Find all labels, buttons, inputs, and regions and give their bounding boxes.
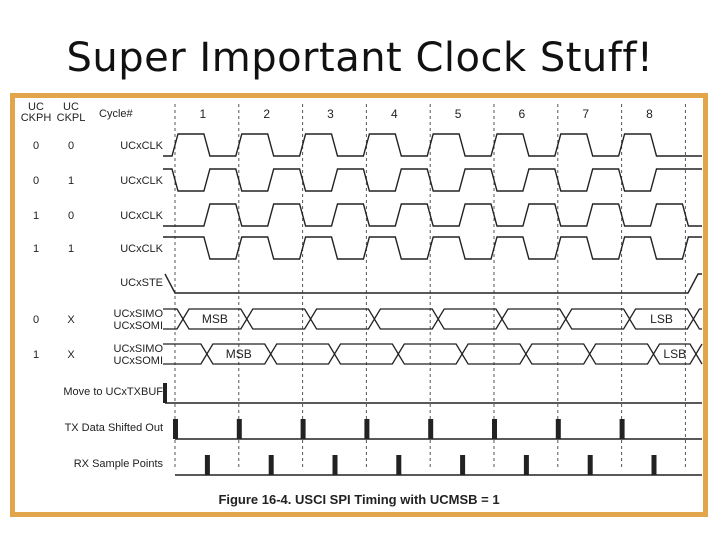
clock-row-ckpl: 0 <box>68 140 74 152</box>
data-row-ckpl: X <box>67 314 75 326</box>
cycle-number: 8 <box>646 107 653 121</box>
data-row-first-bit: MSB <box>226 347 252 361</box>
clock-row: 1 0 UCxCLK <box>33 203 702 227</box>
data-row-ckph: 1 <box>33 349 39 361</box>
cycle-number: 6 <box>519 107 526 121</box>
cycle-number: 4 <box>391 107 398 121</box>
pulse-mark <box>204 455 210 475</box>
data-row-last-bit: LSB <box>663 347 686 361</box>
clock-row-ckph: 1 <box>33 210 39 222</box>
pulse-mark <box>332 455 338 475</box>
pulse-mark <box>236 419 242 439</box>
data-row-label-simo: UCxSIMO <box>114 343 164 355</box>
clock-row-ckph: 1 <box>33 243 39 255</box>
data-row-label-somi: UCxSOMI <box>114 320 164 332</box>
pulse-mark <box>163 383 167 403</box>
clock-row-ckph: 0 <box>33 175 39 187</box>
data-row-label-somi: UCxSOMI <box>114 355 164 367</box>
cycle-number: 7 <box>582 107 589 121</box>
pulse-mark <box>587 455 593 475</box>
header-ckph-line2: CKPH <box>21 112 52 124</box>
header-ckpl-line2: CKPL <box>57 112 86 124</box>
cycle-gridlines <box>174 104 686 470</box>
data-row-ckph: 0 <box>33 314 39 326</box>
clock-row-ckpl: 1 <box>68 243 74 255</box>
pulse-mark <box>428 419 434 439</box>
pulse-mark <box>651 455 657 475</box>
clock-row-ckpl: 0 <box>68 210 74 222</box>
header-ckph-line1: UC <box>28 101 44 113</box>
pulse-mark <box>555 419 561 439</box>
data-row-last-bit: LSB <box>650 312 673 326</box>
pulse-row-label: TX Data Shifted Out <box>65 422 163 434</box>
pulse-row: RX Sample Points <box>74 455 702 476</box>
clock-row: 0 0 UCxCLK <box>33 133 702 157</box>
clock-row-label: UCxCLK <box>120 175 163 187</box>
data-row-ckpl: X <box>67 349 75 361</box>
figure-caption: Figure 16-4. USCI SPI Timing with UCMSB … <box>218 492 499 507</box>
pulse-mark <box>300 419 306 439</box>
ste-label: UCxSTE <box>120 277 163 289</box>
clock-waveform <box>163 203 702 227</box>
clock-row: 0 1 UCxCLK <box>33 168 702 192</box>
data-row-label-simo: UCxSIMO <box>114 308 164 320</box>
signal-rows: 0 0 UCxCLK 0 1 UCxCLK 1 0 UCxCLK 1 1 UCxCLK UCxSTE 0 X… <box>33 133 703 476</box>
pulse-mark <box>619 419 625 439</box>
cycle-number: 2 <box>263 107 270 121</box>
timing-diagram: UC CKPH UC CKPL Cycle# 1 2 3 4 5 6 7 8 0 0 UCxCLK… <box>21 101 703 507</box>
data-waveform-bottom <box>163 352 703 365</box>
slide-title: Super Important Clock Stuff! <box>66 35 654 81</box>
clock-row-label: UCxCLK <box>120 210 163 222</box>
header-cycle-label: Cycle# <box>99 108 134 120</box>
header-ckpl-line1: UC <box>63 101 79 113</box>
clock-row-ckpl: 1 <box>68 175 74 187</box>
pulse-mark <box>268 455 274 475</box>
pulse-row-label: Move to UCxTXBUF <box>63 386 163 398</box>
cycle-number: 1 <box>200 107 207 121</box>
pulse-row-label: RX Sample Points <box>74 458 164 470</box>
data-waveform-top <box>163 343 703 356</box>
cycle-number: 3 <box>327 107 334 121</box>
clock-row-label: UCxCLK <box>120 243 163 255</box>
pulse-mark <box>396 455 402 475</box>
clock-waveform <box>163 133 702 157</box>
ste-row: UCxSTE <box>120 273 702 294</box>
clock-row: 1 1 UCxCLK <box>33 236 702 260</box>
data-row-first-bit: MSB <box>202 312 228 326</box>
pulse-mark <box>523 455 529 475</box>
pulse-mark <box>364 419 370 439</box>
clock-waveform <box>163 236 702 260</box>
cycle-number-labels: 1 2 3 4 5 6 7 8 <box>200 107 654 121</box>
pulse-row: Move to UCxTXBUF <box>63 383 702 404</box>
pulse-mark <box>460 455 466 475</box>
data-waveform-bottom <box>163 317 702 330</box>
ste-waveform <box>164 273 702 294</box>
clock-row-label: UCxCLK <box>120 140 163 152</box>
pulse-mark <box>492 419 497 439</box>
figure-frame: UC CKPH UC CKPL Cycle# 1 2 3 4 5 6 7 8 0 0 UCxCLK… <box>10 93 708 517</box>
clock-row-ckph: 0 <box>33 140 39 152</box>
cycle-number: 5 <box>455 107 462 121</box>
pulse-row: TX Data Shifted Out <box>65 419 702 440</box>
pulse-mark <box>173 419 178 439</box>
clock-waveform <box>163 168 702 192</box>
